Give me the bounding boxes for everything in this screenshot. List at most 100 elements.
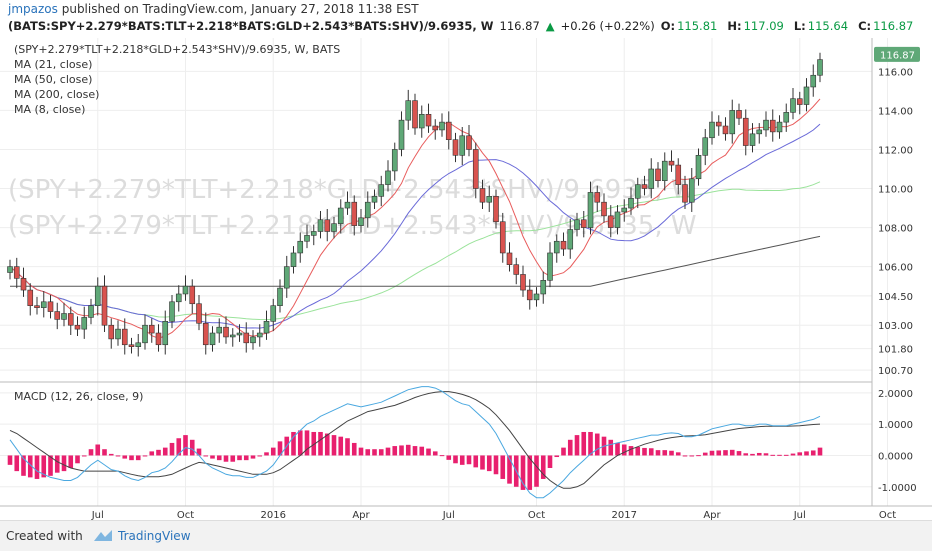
chart-title: (SPY+2.279*TLT+2.218*GLD+2.543*SHV)/9.69… — [14, 43, 340, 56]
macd-hist-bar — [574, 435, 580, 456]
macd-hist-bar — [709, 450, 715, 456]
publish-info: published on TradingView.com, January 27… — [61, 2, 419, 16]
price-axis[interactable]: 116.00 114.00 112.00 110.00 108.00 106.00 104.… — [878, 67, 913, 377]
candle-body — [155, 332, 162, 346]
price-badge: 116.87 — [874, 46, 920, 62]
macd-hist-bar — [628, 446, 634, 456]
macd-hist-bar — [675, 452, 681, 456]
macd-hist-bar — [129, 455, 134, 461]
open-value: 115.81 — [677, 19, 718, 33]
candle-body — [601, 201, 607, 217]
macd-hist-bar — [790, 453, 796, 456]
macd-title[interactable]: MACD (12, 26, close, 9) — [14, 390, 143, 403]
macd-hist-bar — [405, 444, 411, 456]
macd-hist-bar — [385, 447, 391, 456]
candle-body — [223, 326, 229, 338]
candle-body — [344, 201, 351, 209]
macd-hist-bar — [432, 451, 438, 456]
candle-body — [533, 293, 540, 301]
candle-body — [560, 240, 567, 250]
candle-body — [324, 219, 331, 232]
macd-hist-bar — [291, 431, 296, 456]
candle-body — [587, 192, 594, 228]
grid-lines — [0, 38, 888, 506]
macd-hist-bar — [500, 455, 506, 479]
candle-body — [283, 266, 290, 289]
watermark-line1: (SPY+2.279*TLT+2.218*GLD+2.543*SHV)/9.69… — [8, 175, 697, 205]
candle-body — [452, 139, 459, 156]
candle-body — [459, 135, 466, 156]
candle-body — [121, 328, 128, 346]
candle-body — [229, 334, 236, 338]
candle-body — [13, 266, 20, 279]
macd-hist-bar — [520, 455, 526, 490]
candle-body — [817, 59, 823, 76]
candle-body — [169, 301, 175, 322]
macd-hist-bar — [648, 448, 654, 456]
chart-area[interactable]: (SPY+2.279*TLT+2.218*GLD+2.543*SHV)/9.69… — [0, 38, 932, 520]
macd-hist-bar — [324, 433, 330, 456]
candle-body — [634, 184, 641, 199]
indicator-ma200[interactable]: MA (200, close) — [14, 88, 99, 101]
candle-body — [729, 110, 736, 135]
macd-hist-bar — [237, 455, 242, 461]
candle-body — [513, 264, 520, 275]
candle-body — [641, 184, 648, 189]
macd-hist-bar — [716, 450, 722, 456]
macd-hist-bar — [459, 455, 465, 465]
candle-body — [621, 207, 628, 213]
candle-body — [715, 121, 722, 127]
candle-body — [742, 117, 749, 146]
macd-hist-bar — [216, 455, 222, 461]
macd-hist-bar — [223, 455, 229, 462]
macd-hist-bar — [608, 439, 614, 456]
macd-hist-bar — [115, 455, 121, 457]
time-tick-label: Oct — [528, 510, 545, 520]
signal-line — [9, 391, 821, 489]
macd-hist-bar — [378, 449, 384, 456]
macd-line — [9, 386, 821, 499]
candle-body — [594, 192, 601, 203]
macd-hist-bar — [338, 436, 344, 456]
macd-hist-bar — [392, 446, 398, 456]
time-tick-label: Apr — [352, 510, 370, 520]
macd-hist-bar — [473, 455, 479, 468]
indicator-ma8[interactable]: MA (8, close) — [14, 103, 85, 116]
macd-hist-bar — [102, 449, 107, 456]
price-tick-label: 108.00 — [878, 224, 913, 235]
candle-body — [520, 274, 526, 291]
macd-hist-bar — [345, 438, 350, 456]
macd-hist-bar — [277, 441, 283, 456]
open-label: O: — [660, 19, 676, 33]
tradingview-link[interactable]: TradingView — [118, 529, 191, 543]
candle-body — [135, 342, 142, 348]
macd-hist-bar — [196, 448, 202, 456]
candle-body — [736, 110, 742, 119]
candle-body — [722, 125, 729, 135]
candle-body — [675, 164, 682, 185]
low-label: L: — [793, 19, 806, 33]
indicator-ma50[interactable]: MA (50, close) — [14, 73, 92, 86]
macd-tick-label: 0.0000 — [878, 451, 913, 462]
chart-header: jmpazos published on TradingView.com, Ja… — [0, 0, 932, 38]
indicator-ma21[interactable]: MA (21, close) — [14, 58, 92, 71]
macd-axis[interactable]: 2.0000 1.0000 0.0000 -1.0000 — [878, 389, 917, 494]
macd-hist-bar — [642, 447, 647, 456]
candle-body — [412, 100, 418, 129]
candle-body — [499, 221, 506, 254]
time-axis[interactable]: JulOct2016AprJulOct2017AprJulOct2018 — [91, 510, 932, 520]
macd-hist-bar — [81, 455, 87, 457]
macd-hist-bar — [230, 455, 236, 462]
tradingview-logo-icon — [94, 530, 112, 541]
candle-body — [763, 119, 769, 131]
macd-hist-bar — [689, 455, 695, 457]
candle-body — [94, 285, 101, 306]
price-tick-label: 104.50 — [878, 292, 913, 303]
macd-hist-bar — [567, 439, 573, 456]
macd-hist-bar — [763, 453, 769, 456]
author-link[interactable]: jmpazos — [8, 2, 58, 16]
candle-body — [547, 252, 553, 281]
macd-hist-bar — [736, 451, 742, 456]
candle-body — [331, 223, 337, 232]
macd-hist-bar — [561, 447, 566, 456]
